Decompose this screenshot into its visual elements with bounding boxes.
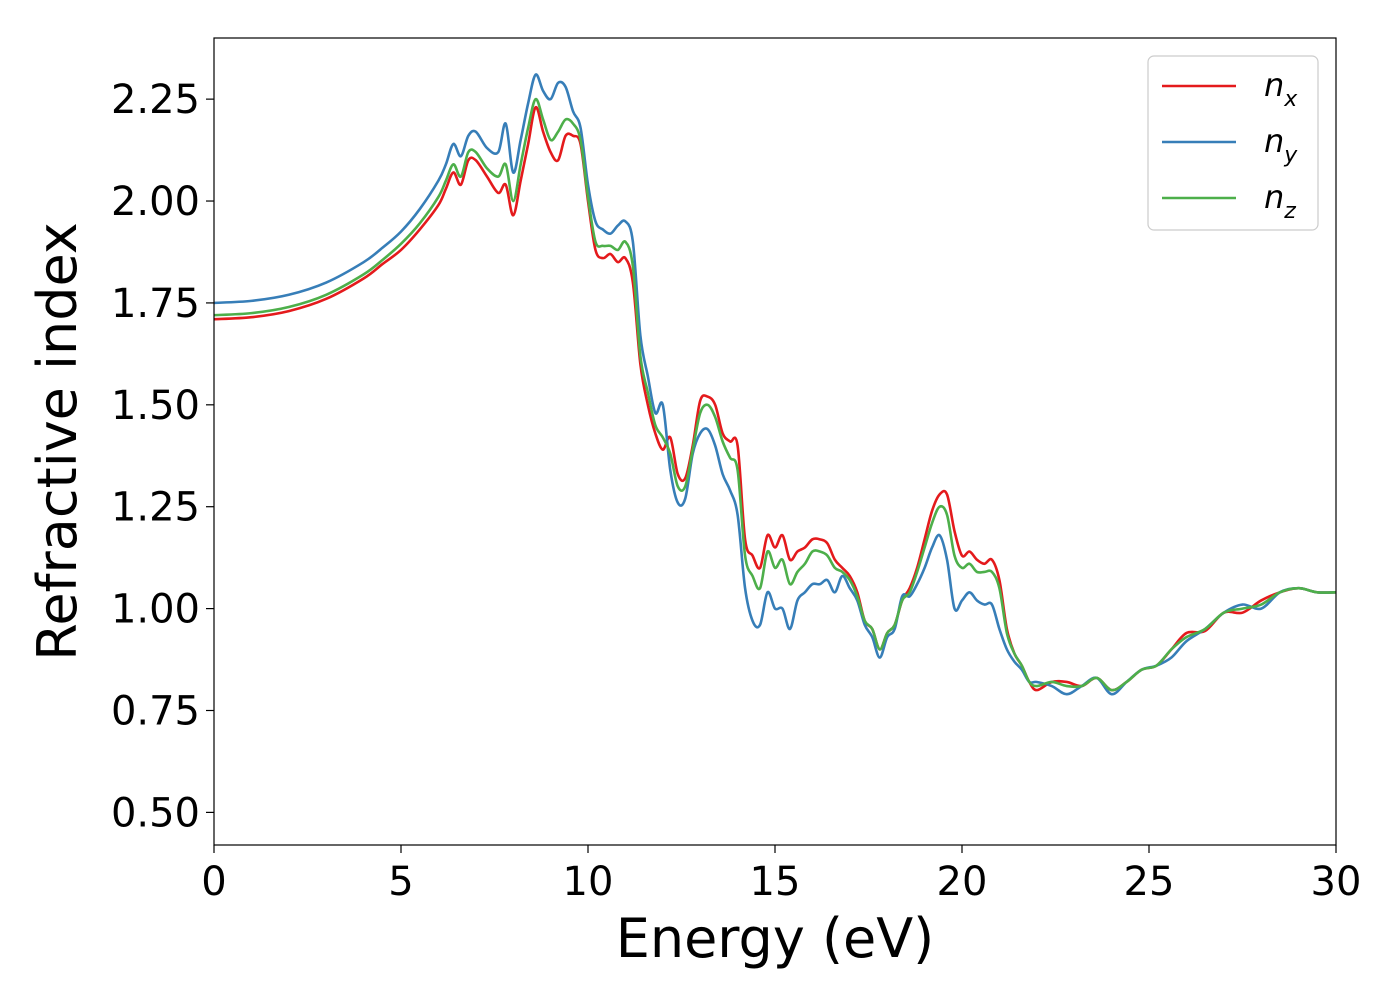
y-tick-label: 1.75 <box>111 281 200 327</box>
x-tick-label: 10 <box>563 859 614 905</box>
x-axis-title: Energy (eV) <box>616 907 935 970</box>
y-tick-label: 1.50 <box>111 383 200 429</box>
legend-label-z: nz <box>1264 178 1296 224</box>
legend-label-main: n <box>1264 122 1284 160</box>
legend-label-main: n <box>1264 66 1284 104</box>
series-line-z <box>214 97 1336 692</box>
legend-label-sub: y <box>1283 143 1298 168</box>
x-tick-label: 25 <box>1124 859 1175 905</box>
series-layer <box>214 73 1336 696</box>
legend-label-x: nx <box>1264 66 1298 112</box>
x-axis-ticks: 0 5 10 15 20 25 30 <box>201 845 1361 905</box>
y-tick-label: 0.75 <box>111 689 200 735</box>
y-tick-label: 2.25 <box>111 77 200 123</box>
y-tick-label: 0.50 <box>111 790 200 836</box>
legend-label-sub: z <box>1283 199 1296 224</box>
series-line-x <box>214 105 1336 692</box>
x-tick-label: 20 <box>937 859 988 905</box>
x-tick-label: 0 <box>201 859 226 905</box>
legend-label-main: n <box>1264 178 1284 216</box>
y-tick-label: 1.00 <box>111 587 200 633</box>
x-tick-label: 30 <box>1311 859 1362 905</box>
y-axis-title: Refractive index <box>26 222 89 661</box>
y-tick-label: 1.25 <box>111 485 200 531</box>
legend-label-sub: x <box>1283 87 1298 112</box>
y-axis-ticks: 0.50 0.75 1.00 1.25 1.50 1.75 2.00 2.25 <box>111 77 214 836</box>
x-tick-label: 15 <box>750 859 801 905</box>
x-tick-label: 5 <box>388 859 413 905</box>
y-tick-label: 2.00 <box>111 179 200 225</box>
legend-label-y: ny <box>1264 122 1298 168</box>
